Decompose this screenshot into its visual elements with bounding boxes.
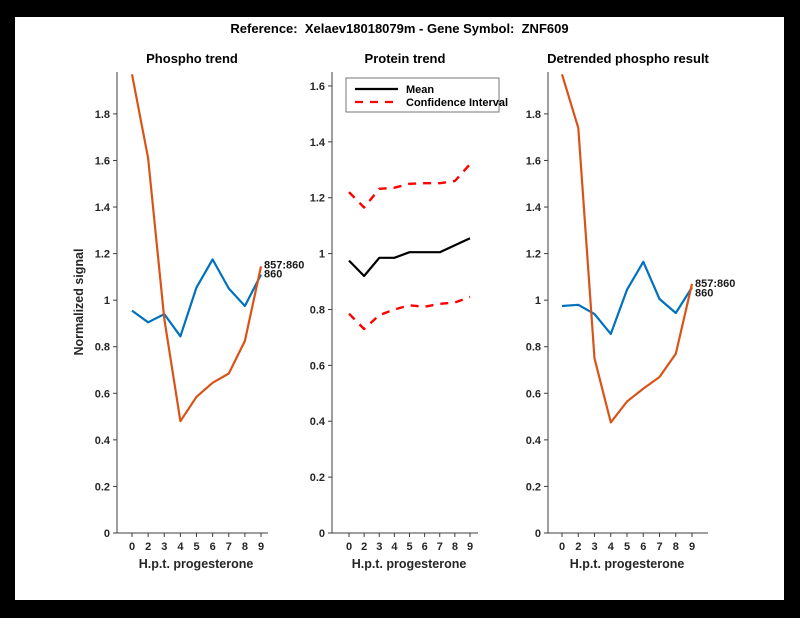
y-axis-label: Normalized signal bbox=[72, 248, 86, 356]
y-tick-label: 1.4 bbox=[526, 202, 542, 214]
y-tick-label: 1.6 bbox=[310, 81, 325, 93]
series-line-confidence-interval-upper bbox=[348, 163, 471, 209]
y-tick-label: 0.8 bbox=[526, 342, 541, 354]
subplot-title-detrended-phospho: Detrended phospho result bbox=[547, 51, 709, 66]
legend-label: Mean bbox=[406, 84, 434, 96]
x-tick-label: 7 bbox=[656, 541, 662, 553]
x-tick-label: 3 bbox=[376, 541, 382, 553]
series-end-label: 857:860 bbox=[264, 259, 304, 271]
x-tick-label: 0 bbox=[559, 541, 565, 553]
y-tick-label: 1.6 bbox=[526, 155, 541, 167]
y-tick-label: 0.2 bbox=[95, 481, 110, 493]
x-tick-label: 5 bbox=[406, 541, 412, 553]
x-tick-label: 8 bbox=[452, 541, 458, 553]
x-tick-label: 6 bbox=[422, 541, 428, 553]
y-tick-label: 0.8 bbox=[95, 342, 110, 354]
series-end-label: 860 bbox=[695, 287, 713, 299]
series-line-mean bbox=[348, 237, 471, 278]
plots-svg: 00.20.40.60.811.21.41.61.80 2 3 4 5 6 7 8 9857:8… bbox=[95, 72, 735, 553]
x-tick-label: 8 bbox=[242, 541, 248, 553]
x-tick-label: 9 bbox=[258, 541, 264, 553]
y-tick-label: 1.2 bbox=[310, 193, 325, 205]
x-tick-label: 2 bbox=[575, 541, 581, 553]
y-tick-label: 0 bbox=[535, 528, 541, 540]
x-tick-label: 5 bbox=[193, 541, 199, 553]
x-tick-label: 5 bbox=[624, 541, 630, 553]
legend-box bbox=[345, 77, 500, 113]
y-tick-label: 0.8 bbox=[310, 304, 325, 316]
detrended-phospho-result-plot: 00.20.40.60.811.21.41.61.80 2 3 4 5 6 7 8 9857:8… bbox=[526, 72, 735, 553]
x-tick-label: 0 bbox=[129, 541, 135, 553]
y-tick-label: 0.6 bbox=[95, 388, 110, 400]
y-tick-label: 0.6 bbox=[526, 388, 541, 400]
subplot-title-phospho-trend: Phospho trend bbox=[146, 51, 238, 66]
series-line-860 bbox=[561, 260, 693, 335]
x-tick-label: 9 bbox=[467, 541, 473, 553]
figure-canvas: Reference: Xelaev18018079m - Gene Symbol… bbox=[15, 17, 784, 600]
x-tick-label: 8 bbox=[673, 541, 679, 553]
x-tick-label: 7 bbox=[437, 541, 443, 553]
subplot-title-protein-trend: Protein trend bbox=[364, 51, 446, 66]
protein-trend-plot: 00.20.40.60.811.21.41.60 2 3 4 5 6 7 8 9MeanConf… bbox=[310, 72, 508, 553]
x-tick-label: 2 bbox=[145, 541, 151, 553]
series-line-857-860 bbox=[560, 73, 694, 424]
phospho-trend-plot: 00.20.40.60.811.21.41.61.80 2 3 4 5 6 7 8 9857:8… bbox=[95, 72, 304, 553]
series-line-857-860 bbox=[130, 74, 263, 423]
y-tick-label: 0 bbox=[104, 528, 110, 540]
series-end-label: 860 bbox=[264, 269, 282, 281]
y-tick-label: 1.8 bbox=[95, 109, 110, 121]
x-tick-label: 6 bbox=[640, 541, 646, 553]
x-tick-label: 6 bbox=[210, 541, 216, 553]
y-tick-label: 1.8 bbox=[526, 109, 541, 121]
x-axis-label-phospho: H.p.t. progesterone bbox=[138, 557, 254, 571]
figure-title: Reference: Xelaev18018079m - Gene Symbol… bbox=[230, 21, 569, 36]
series-end-label: 857:860 bbox=[695, 278, 735, 290]
series-line-confidence-interval-lower bbox=[348, 295, 471, 331]
y-tick-label: 1.2 bbox=[95, 249, 110, 261]
x-tick-label: 4 bbox=[391, 541, 398, 553]
axis-lines bbox=[547, 72, 708, 534]
x-axis-label-protein: H.p.t. progesterone bbox=[351, 557, 467, 571]
y-tick-label: 1 bbox=[104, 295, 110, 307]
y-tick-label: 1.6 bbox=[95, 155, 110, 167]
y-tick-label: 0.4 bbox=[310, 416, 326, 428]
y-tick-label: 0.4 bbox=[95, 435, 111, 447]
x-tick-label: 3 bbox=[591, 541, 597, 553]
x-tick-label: 4 bbox=[177, 541, 184, 553]
y-tick-label: 0.4 bbox=[526, 435, 542, 447]
x-tick-label: 4 bbox=[608, 541, 615, 553]
legend-label: Confidence Interval bbox=[406, 97, 508, 109]
x-tick-label: 3 bbox=[161, 541, 167, 553]
y-tick-label: 0.2 bbox=[310, 472, 325, 484]
y-tick-label: 0 bbox=[319, 528, 325, 540]
y-tick-label: 1.4 bbox=[310, 137, 326, 149]
x-tick-label: 2 bbox=[361, 541, 367, 553]
series-line-860 bbox=[131, 258, 262, 338]
y-tick-label: 0.6 bbox=[310, 360, 325, 372]
y-tick-label: 1 bbox=[535, 295, 541, 307]
y-tick-label: 1 bbox=[319, 249, 325, 261]
x-axis-label-detrended: H.p.t. progesterone bbox=[569, 557, 685, 571]
y-tick-label: 1.2 bbox=[526, 249, 541, 261]
y-tick-label: 0.2 bbox=[526, 481, 541, 493]
x-tick-label: 0 bbox=[346, 541, 352, 553]
x-tick-label: 9 bbox=[689, 541, 695, 553]
x-tick-label: 7 bbox=[226, 541, 232, 553]
y-tick-label: 1.4 bbox=[95, 202, 111, 214]
